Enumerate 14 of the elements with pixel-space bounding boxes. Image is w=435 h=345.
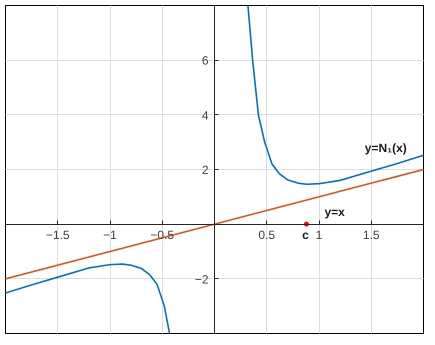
y-tick-label: 4 <box>202 108 209 122</box>
series-label: y=N₁(x) <box>364 140 407 155</box>
x-tick-label: 1.5 <box>362 228 380 242</box>
x-tick-label: 1 <box>316 228 323 242</box>
y-tick-label: 2 <box>202 163 209 177</box>
line-series <box>6 263 170 334</box>
series-label: y=x <box>324 204 346 219</box>
y-tick-label: −2 <box>194 272 209 286</box>
line-series <box>247 6 424 186</box>
series-label: c <box>302 228 310 242</box>
x-tick-label: −1.5 <box>46 228 70 242</box>
y-tick-label: 6 <box>202 54 209 68</box>
x-tick-label: −1 <box>103 228 118 242</box>
x-tick-label: 0.5 <box>258 228 276 242</box>
